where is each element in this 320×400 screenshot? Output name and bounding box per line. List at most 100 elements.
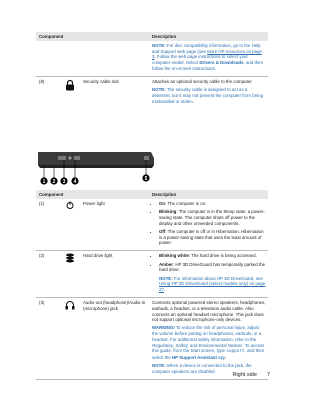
text: HP Support Assistant bbox=[172, 354, 217, 360]
element: Amber: HP 3D DriveGuard has temporarily … bbox=[159, 262, 266, 273]
text: (1) bbox=[39, 201, 45, 206]
element bbox=[36, 43, 57, 74]
element: Blinking white: The hard drive is being … bbox=[152, 253, 266, 273]
element bbox=[68, 156, 72, 160]
text: Power light bbox=[83, 201, 105, 206]
element bbox=[57, 300, 83, 377]
callout-circle bbox=[142, 174, 150, 182]
footer: Right side 7 bbox=[232, 372, 270, 378]
element bbox=[66, 84, 74, 91]
callout-number: 4 bbox=[74, 179, 77, 185]
text: NOTE: bbox=[152, 43, 166, 48]
element: Connects optional powered stereo speaker… bbox=[152, 300, 268, 377]
text: Connects optional powered stereo speaker… bbox=[152, 300, 266, 323]
callout-circle bbox=[40, 177, 48, 185]
text: . To access this guide, from the Start s… bbox=[152, 342, 265, 354]
element: Blinking white: The hard drive is being … bbox=[159, 253, 266, 259]
header-cell: Description bbox=[152, 33, 177, 39]
table-row: (3) Audio-out (headphone)/Audio-in (micr… bbox=[36, 298, 268, 381]
side-view-figure: 1 2 3 4 5 bbox=[38, 152, 154, 185]
element bbox=[66, 79, 74, 86]
text: , and then follow the on-screen instruct… bbox=[152, 60, 264, 71]
headphone-icon bbox=[65, 301, 75, 310]
table-row: NOTE: For disc compatibility information… bbox=[36, 41, 268, 78]
footer-section: Right side bbox=[232, 372, 257, 378]
text: For disc compatibility information, go t… bbox=[152, 43, 261, 54]
element: NOTE: For disc compatibility information… bbox=[152, 43, 266, 72]
text: The security cable is designed to act as… bbox=[152, 87, 264, 104]
element: Off: The computer is off or in Hibernati… bbox=[159, 229, 266, 246]
text: Drivers & Downloads bbox=[199, 60, 244, 66]
text: NOTE: bbox=[152, 363, 166, 369]
callout-circle bbox=[71, 177, 79, 185]
text: : The computer is off or in Hibernation.… bbox=[159, 228, 264, 246]
page: Component Description NOTE: For disc comp… bbox=[0, 0, 300, 400]
link[interactable]: Using HP 3D DriveGuard (select models on… bbox=[159, 281, 266, 292]
text: . bbox=[163, 286, 166, 292]
text: Security cable slot bbox=[83, 79, 119, 85]
text: Audio-out (headphone)/Audio-in (micropho… bbox=[83, 300, 146, 311]
callout-circle bbox=[50, 177, 58, 185]
element: NOTE: When a device is connected to the … bbox=[152, 363, 266, 374]
text: (8) bbox=[39, 79, 45, 85]
table-bottom: Component Description (1) Power light On:… bbox=[36, 190, 268, 381]
text: To reduce the risk of personal injury, a… bbox=[152, 325, 262, 342]
text: Description bbox=[152, 191, 177, 197]
element: Blinking: The computer is in the Sleep s… bbox=[159, 209, 266, 226]
page-number: 7 bbox=[266, 372, 270, 378]
text: (2) bbox=[39, 253, 45, 259]
text: Blinking white bbox=[159, 253, 189, 259]
element bbox=[58, 156, 66, 160]
element bbox=[66, 253, 74, 257]
element: Attaches an optional security cable to t… bbox=[152, 79, 268, 107]
element: NOTE: For disc compatibility information… bbox=[152, 43, 268, 74]
text: Blinking bbox=[159, 209, 177, 215]
callout-circle bbox=[60, 177, 68, 185]
element: NOTE: The security cable is designed to … bbox=[152, 87, 266, 104]
table-row: (2) Hard drive light Blinking white: The… bbox=[36, 251, 268, 299]
callout-number: 3 bbox=[63, 179, 66, 185]
element bbox=[66, 301, 74, 308]
element: 1 2 3 4 5 bbox=[40, 174, 150, 185]
text: On bbox=[159, 201, 166, 206]
element bbox=[72, 306, 75, 310]
callout-number: 5 bbox=[145, 176, 148, 182]
text: Off bbox=[159, 228, 166, 234]
text: NOTE: bbox=[152, 87, 166, 93]
text: : HP 3D DriveGuard has temporarily parke… bbox=[159, 261, 266, 273]
text: : The computer is on. bbox=[165, 201, 207, 206]
element bbox=[57, 201, 83, 248]
element bbox=[43, 160, 147, 178]
text: app. bbox=[216, 354, 227, 360]
element bbox=[83, 43, 152, 74]
text: Amber bbox=[159, 261, 173, 267]
power-icon bbox=[66, 201, 74, 209]
link[interactable]: More HP resources on page 3 bbox=[152, 48, 263, 60]
text: WARNING! bbox=[152, 325, 175, 331]
text: . Follow the web page instructions to se… bbox=[152, 54, 248, 66]
header-row: Component Description bbox=[36, 32, 268, 41]
element: On: The computer is on. Blinking: The co… bbox=[152, 201, 268, 248]
element: On: The computer is on. Blinking: The co… bbox=[152, 201, 266, 246]
text: Hard drive light bbox=[83, 253, 113, 259]
element bbox=[38, 152, 154, 165]
table-row: (1) Power light On: The computer is on. … bbox=[36, 199, 268, 252]
text: Regulatory, Safety, and Environmental No… bbox=[152, 342, 243, 348]
text: : The hard drive is being accessed. bbox=[188, 253, 257, 259]
element bbox=[38, 165, 154, 168]
header-cell: Component bbox=[39, 33, 64, 39]
element: NOTE: For information about HP 3D DriveG… bbox=[152, 276, 266, 293]
text: : The computer is in the Sleep state, a … bbox=[159, 209, 265, 226]
element bbox=[57, 253, 83, 295]
header-row: Component Description bbox=[36, 190, 268, 199]
callout-number: 1 bbox=[43, 179, 46, 185]
element bbox=[66, 256, 74, 260]
element bbox=[57, 43, 83, 74]
text: NOTE: bbox=[159, 275, 173, 281]
text: When a device is connected to the jack, … bbox=[152, 363, 252, 374]
drive-icon bbox=[66, 253, 74, 263]
text: Component bbox=[39, 191, 64, 197]
text: support bbox=[226, 349, 245, 355]
element bbox=[66, 259, 74, 263]
text: For information about HP 3D DriveGuard, … bbox=[173, 275, 263, 281]
